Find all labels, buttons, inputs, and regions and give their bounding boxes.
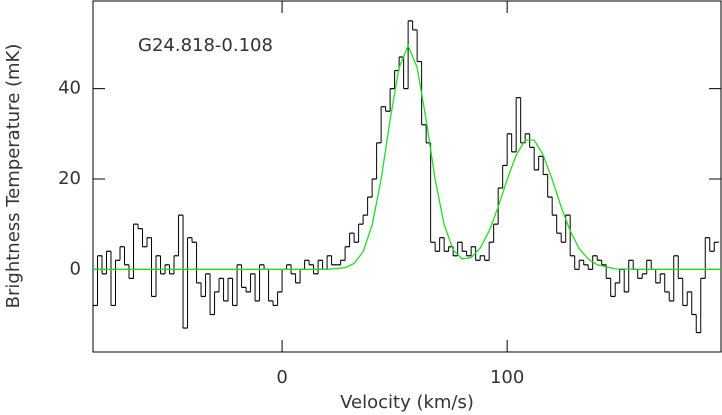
y-tick-label: 40 bbox=[58, 78, 81, 99]
y-axis-label: Brightness Temperature (mK) bbox=[3, 44, 24, 309]
plot-frame bbox=[92, 0, 722, 353]
y-tick-label: 0 bbox=[70, 258, 81, 279]
x-axis-label: Velocity (km/s) bbox=[340, 392, 474, 413]
fit-line bbox=[93, 44, 721, 270]
x-tick-label: 100 bbox=[490, 367, 524, 388]
annotation: G24.818-0.108 bbox=[138, 35, 273, 56]
y-tick-label: 20 bbox=[58, 168, 81, 189]
x-tick-label: 0 bbox=[276, 367, 287, 388]
